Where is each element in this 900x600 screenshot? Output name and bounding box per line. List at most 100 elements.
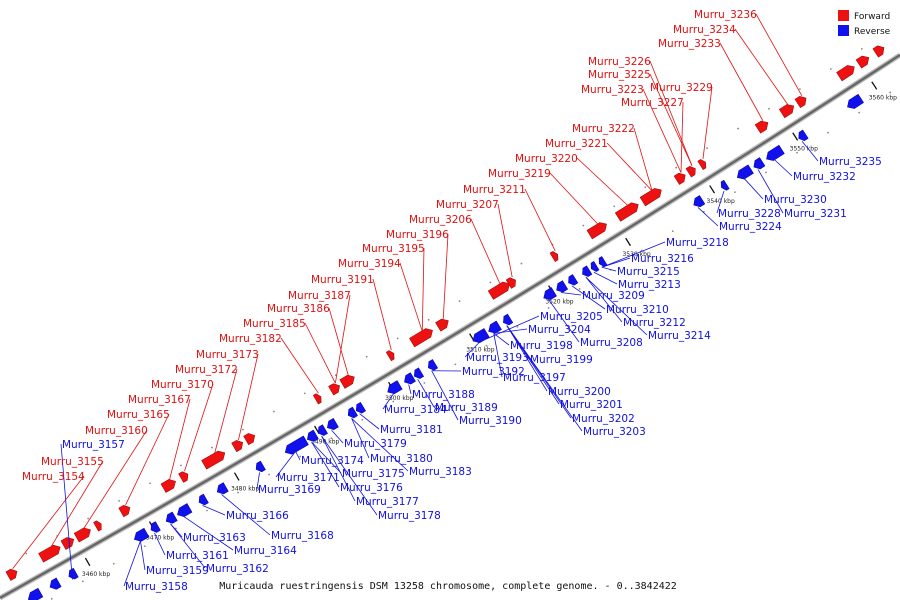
forward-gene-arrow <box>836 65 855 82</box>
forward-gene-label: Murru_3191 <box>311 274 374 286</box>
forward-gene-label: Murru_3220 <box>515 153 578 165</box>
reverse-gene-arrow <box>428 359 439 371</box>
reverse-gene-arrow <box>472 328 490 343</box>
forward-gene-arrow <box>339 374 355 389</box>
strand-dot <box>827 131 829 134</box>
strand-dot <box>149 482 151 485</box>
leader-line <box>649 73 693 166</box>
leader-line <box>576 157 629 207</box>
strand-dot <box>520 262 523 265</box>
strand-dot <box>458 300 461 303</box>
leader-line <box>295 451 301 461</box>
reverse-gene-arrow <box>736 164 754 180</box>
reverse-gene-label: Murru_3216 <box>631 253 694 265</box>
leader-line <box>170 523 206 569</box>
reverse-gene-arrow <box>488 320 502 334</box>
forward-gene-label: Murru_3154 <box>22 471 85 483</box>
leader-line <box>60 443 73 580</box>
tick-label: 3500 kbp <box>385 395 413 402</box>
leader-line <box>183 516 234 551</box>
tick-label: 3460 kbp <box>82 571 110 578</box>
leader-line <box>214 368 238 454</box>
leader-line <box>757 169 784 214</box>
leader-line <box>560 292 582 296</box>
forward-gene-arrow <box>754 120 769 134</box>
reverse-gene-label: Murru_3177 <box>356 496 419 508</box>
reverse-gene-label: Murru_3209 <box>582 290 645 302</box>
chart-title: Muricauda ruestringensis DSM 13258 chrom… <box>219 581 677 592</box>
forward-gene-label: Murru_3226 <box>588 56 651 68</box>
strand-dot <box>365 355 368 358</box>
strand-dot <box>81 580 84 583</box>
reverse-gene-label: Murru_3174 <box>301 455 364 467</box>
reverse-gene-label: Murru_3175 <box>342 468 405 480</box>
reverse-gene-label: Murru_3188 <box>412 389 475 401</box>
tick-label: 3490 kbp <box>311 439 339 446</box>
leader-line <box>382 393 395 410</box>
leader-line <box>334 294 351 384</box>
reverse-gene-label: Murru_3228 <box>718 208 781 220</box>
strand-dot <box>675 166 678 169</box>
strand-dot <box>25 552 28 555</box>
strand-dot <box>796 151 798 154</box>
forward-gene-arrow <box>312 393 322 405</box>
strand-dot <box>242 428 244 431</box>
forward-gene-arrow <box>794 96 807 109</box>
leader-line <box>549 172 599 225</box>
forward-gene-label: Murru_3160 <box>85 425 148 437</box>
leader-line <box>238 353 259 441</box>
leader-line <box>321 435 378 516</box>
reverse-gene-label: Murru_3215 <box>617 266 680 278</box>
forward-gene-arrow <box>60 537 75 550</box>
reverse-gene-arrow <box>413 367 425 379</box>
leader-line <box>140 540 146 571</box>
leader-line <box>702 86 713 159</box>
strand-dot <box>578 288 581 290</box>
reverse-gene-arrow <box>284 435 309 455</box>
reverse-gene-label: Murru_3208 <box>580 337 643 349</box>
reverse-gene-arrow <box>753 157 766 170</box>
leader-line <box>351 418 409 472</box>
reverse-gene-label: Murru_3212 <box>623 317 686 329</box>
forward-gene-label: Murru_3234 <box>673 24 736 36</box>
strand-dot <box>396 337 399 340</box>
legend-forward-label: Forward <box>854 12 890 22</box>
backbone-shadow <box>0 52 900 600</box>
reverse-gene-arrow <box>150 521 161 533</box>
forward-gene-label: Murru_3222 <box>572 123 635 135</box>
reverse-gene-label: Murru_3204 <box>528 324 591 336</box>
forward-gene-arrow <box>178 471 189 483</box>
strand-dot <box>799 88 801 90</box>
reverse-gene-arrow <box>568 274 579 286</box>
reverse-gene-arrow <box>543 287 557 300</box>
leader-line <box>372 278 392 351</box>
reverse-gene-label: Murru_3162 <box>206 563 269 575</box>
forward-gene-arrow <box>38 544 61 563</box>
strand-dot <box>299 455 302 458</box>
leader-line <box>399 262 423 332</box>
leader-line <box>464 341 481 358</box>
leader-line <box>697 207 719 227</box>
reverse-gene-label: Murru_3210 <box>606 304 669 316</box>
reverse-gene-arrow <box>68 567 79 580</box>
leader-line <box>719 42 764 121</box>
leader-line <box>493 333 510 346</box>
leader-line <box>221 494 271 536</box>
reverse-gene-label: Murru_3180 <box>370 453 433 465</box>
label-leader-lines <box>12 13 819 587</box>
leader-line <box>642 88 682 173</box>
reverse-gene-label: Murru_3169 <box>258 484 321 496</box>
leader-line <box>256 472 260 490</box>
leader-line <box>506 325 548 392</box>
reverse-gene-label: Murru_3224 <box>719 221 782 233</box>
tick-mark <box>625 237 631 247</box>
reverse-gene-label: Murru_3201 <box>560 399 623 411</box>
forward-gene-label: Murru_3185 <box>243 318 306 330</box>
reverse-gene-arrow <box>198 493 209 506</box>
reverse-gene-label: Murru_3184 <box>384 404 447 416</box>
forward-gene-label: Murru_3186 <box>267 303 330 315</box>
reverse-gene-arrow <box>177 503 193 517</box>
reverse-gene-label: Murru_3199 <box>530 354 593 366</box>
forward-gene-label: Murru_3170 <box>151 379 214 391</box>
legend: Forward Reverse <box>838 10 891 37</box>
